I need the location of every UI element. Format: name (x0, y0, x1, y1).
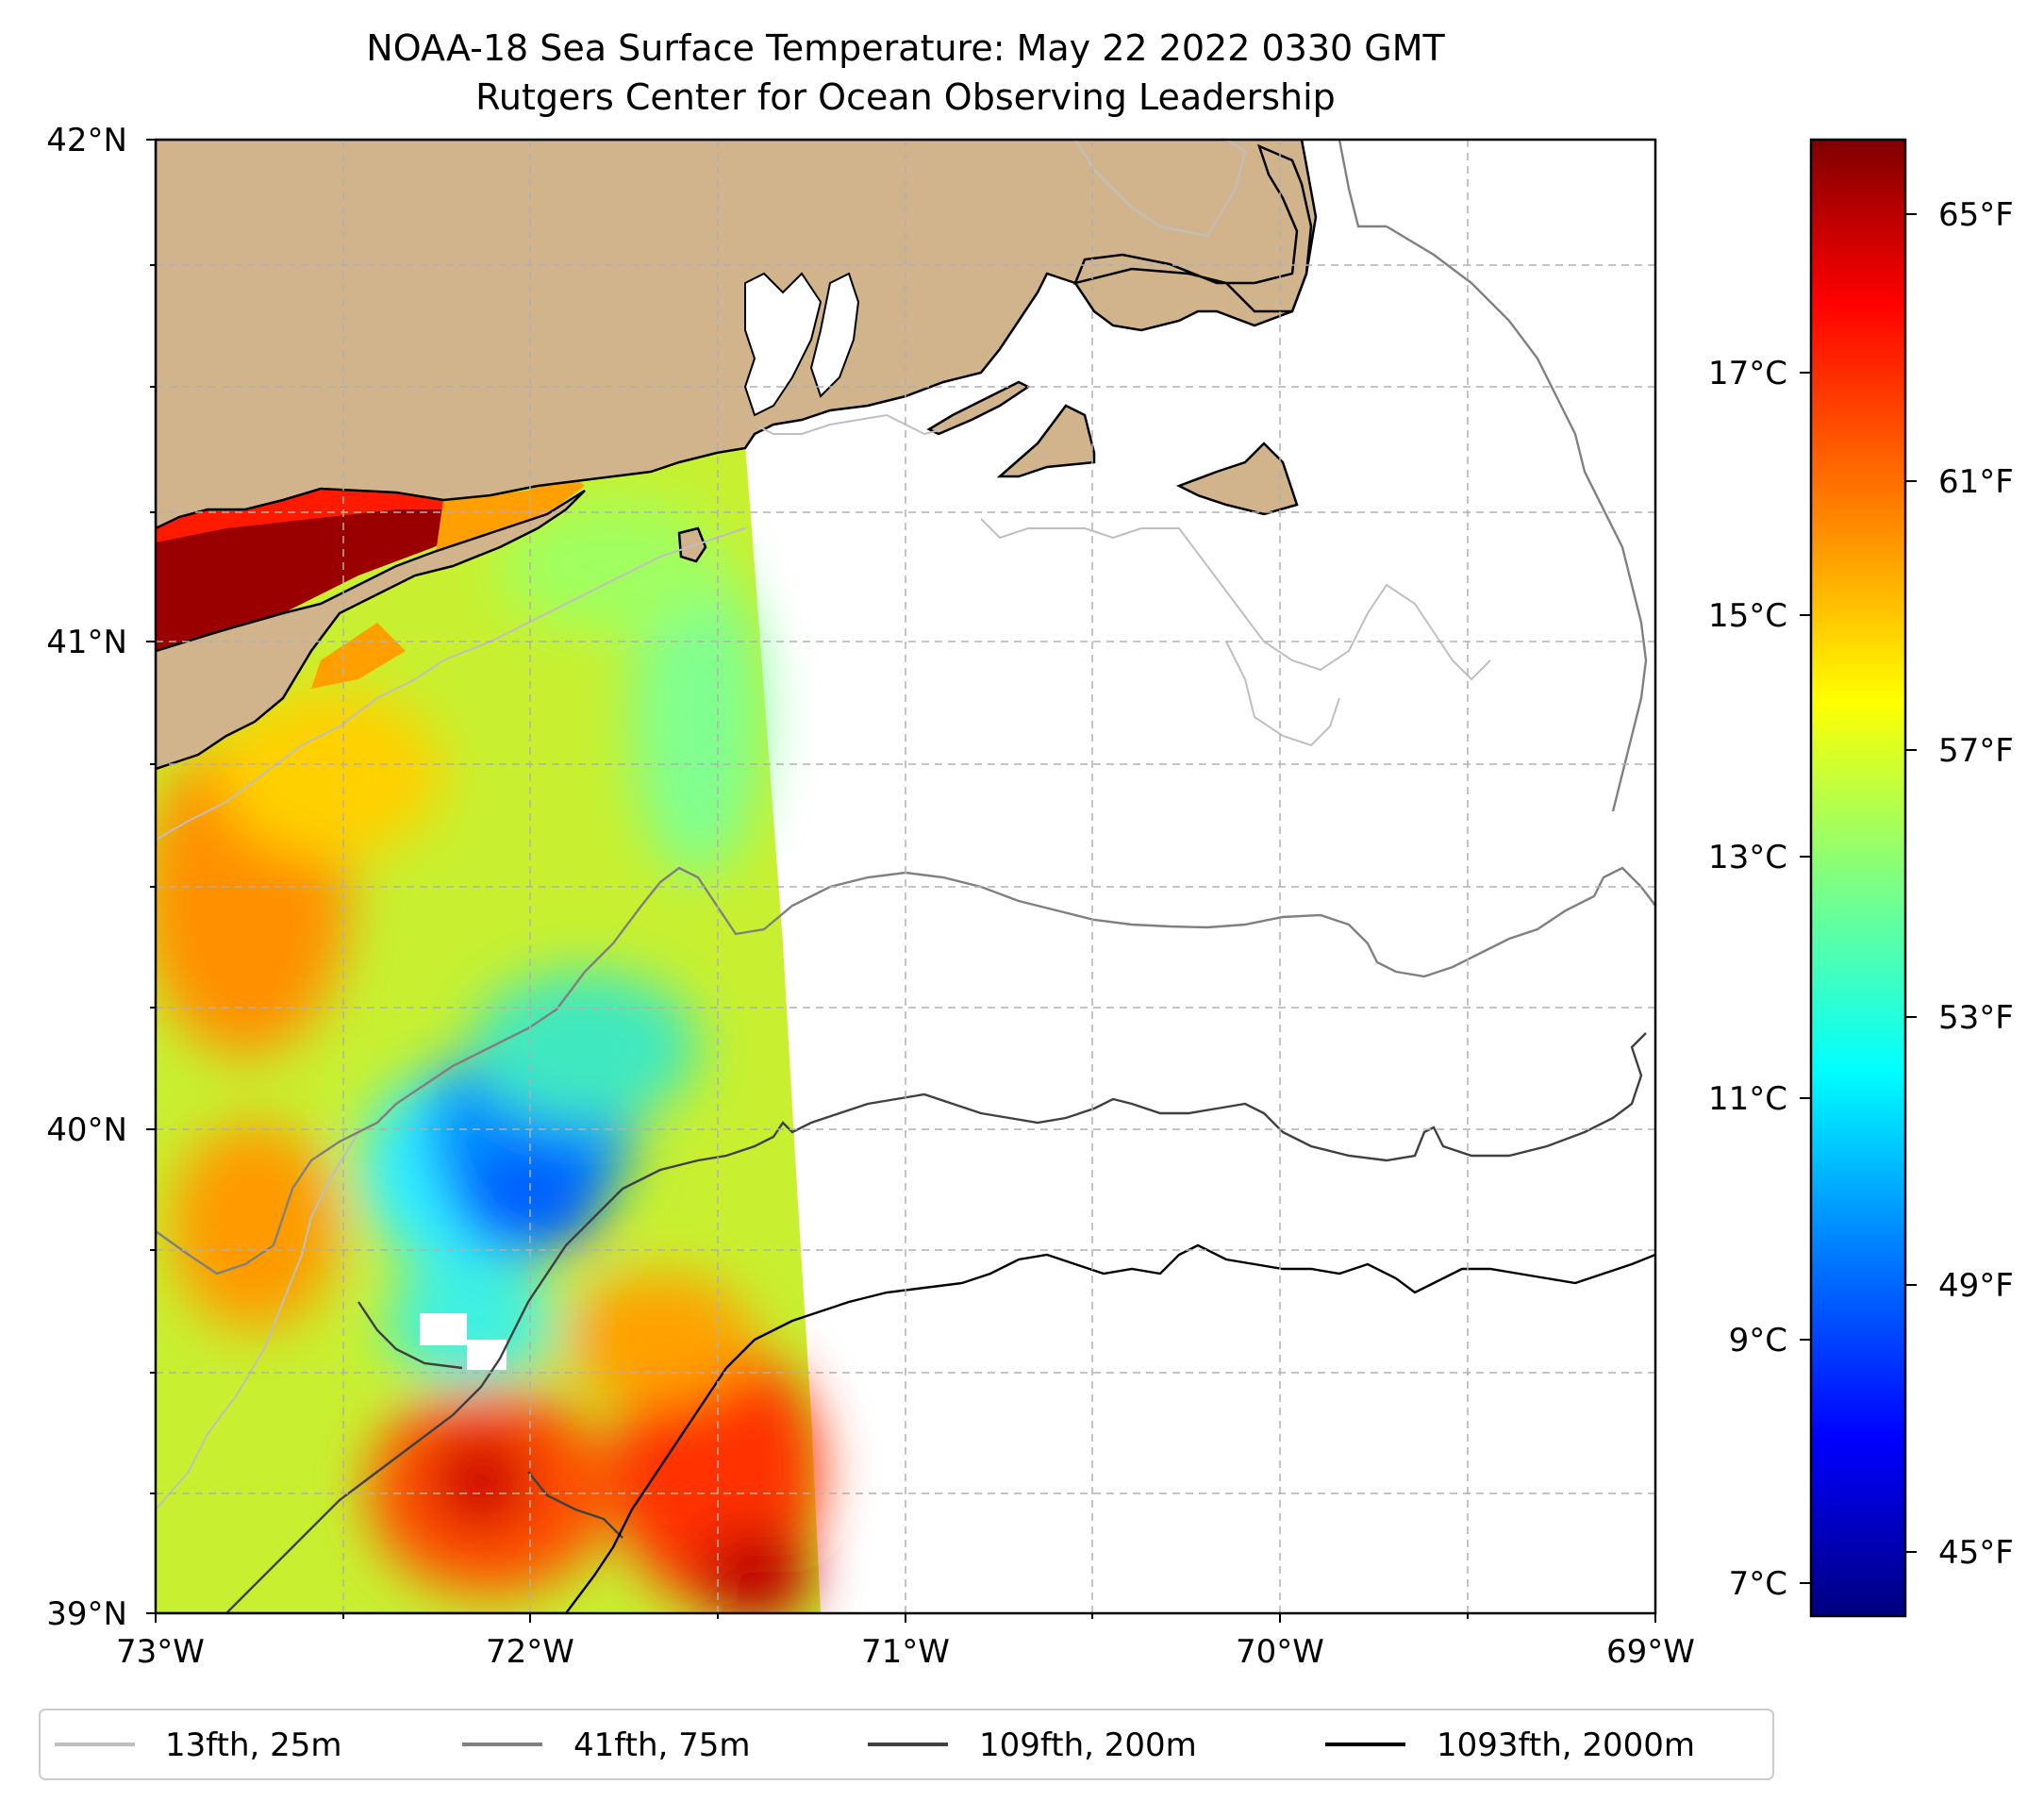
sst-swath (156, 443, 821, 1613)
contour-2000m (156, 1243, 1655, 1613)
colorbar-gradient (1809, 138, 1907, 1618)
land (156, 140, 1318, 771)
title-line-1: NOAA-18 Sea Surface Temperature: May 22 … (366, 27, 1445, 69)
cb-c-15: 15°C (1708, 597, 1787, 635)
land-cape-cod (1072, 143, 1313, 313)
lon-label-70w: 70°W (1236, 1633, 1324, 1671)
lat-label-41n: 41°N (46, 624, 127, 661)
lat-label-40n: 40°N (46, 1111, 127, 1149)
cb-c-9: 9°C (1729, 1322, 1787, 1359)
contour-75m (156, 140, 1655, 1276)
cb-c-11: 11°C (1708, 1080, 1787, 1118)
lon-label-71w: 71°W (861, 1633, 950, 1671)
cb-f-53: 53°F (1938, 999, 2014, 1037)
cb-f-45: 45°F (1938, 1534, 2014, 1572)
lon-label-69w: 69°W (1606, 1633, 1695, 1671)
axis-ticks (146, 139, 1656, 1623)
lat-label-39n: 39°N (46, 1595, 127, 1633)
cb-c-13: 13°C (1708, 839, 1787, 876)
land-block-island (677, 526, 707, 563)
lat-label-42n: 42°N (46, 122, 127, 159)
legend-label-2000m: 1093fth, 2000m (1437, 1726, 1695, 1764)
contour-25m (156, 140, 1491, 1510)
cb-f-49: 49°F (1938, 1267, 2014, 1305)
legend-label-25m: 13fth, 25m (165, 1726, 342, 1764)
land-marthas-vineyard (996, 404, 1096, 478)
legend-label-200m: 109fth, 200m (979, 1726, 1197, 1764)
legend: 13fth, 25m 41fth, 75m 109fth, 200m 1093f… (39, 1709, 1774, 1780)
cb-f-61: 61°F (1938, 463, 2014, 501)
land-long-island (156, 489, 586, 771)
narragansett-bay (743, 272, 823, 417)
cb-f-65: 65°F (1938, 196, 2014, 234)
map-area (156, 140, 1655, 1613)
cb-c-17: 17°C (1708, 355, 1787, 392)
colorbar: 65°F 61°F 57°F 53°F 49°F 45°F 17°C 15°C … (1708, 138, 2014, 1618)
cb-c-7: 7°C (1729, 1565, 1787, 1603)
title-line-2: Rutgers Center for Ocean Observing Leade… (475, 76, 1336, 118)
lon-label-73w: 73°W (116, 1633, 205, 1671)
lon-label-72w: 72°W (486, 1633, 574, 1671)
bays (743, 272, 860, 417)
land-nantucket (1175, 442, 1299, 516)
buzzards-bay (809, 272, 860, 398)
land-new-england-mainland (156, 140, 1318, 530)
legend-label-75m: 41fth, 75m (573, 1726, 751, 1764)
cb-f-57: 57°F (1938, 732, 2014, 770)
contour-200m (225, 1032, 1647, 1613)
